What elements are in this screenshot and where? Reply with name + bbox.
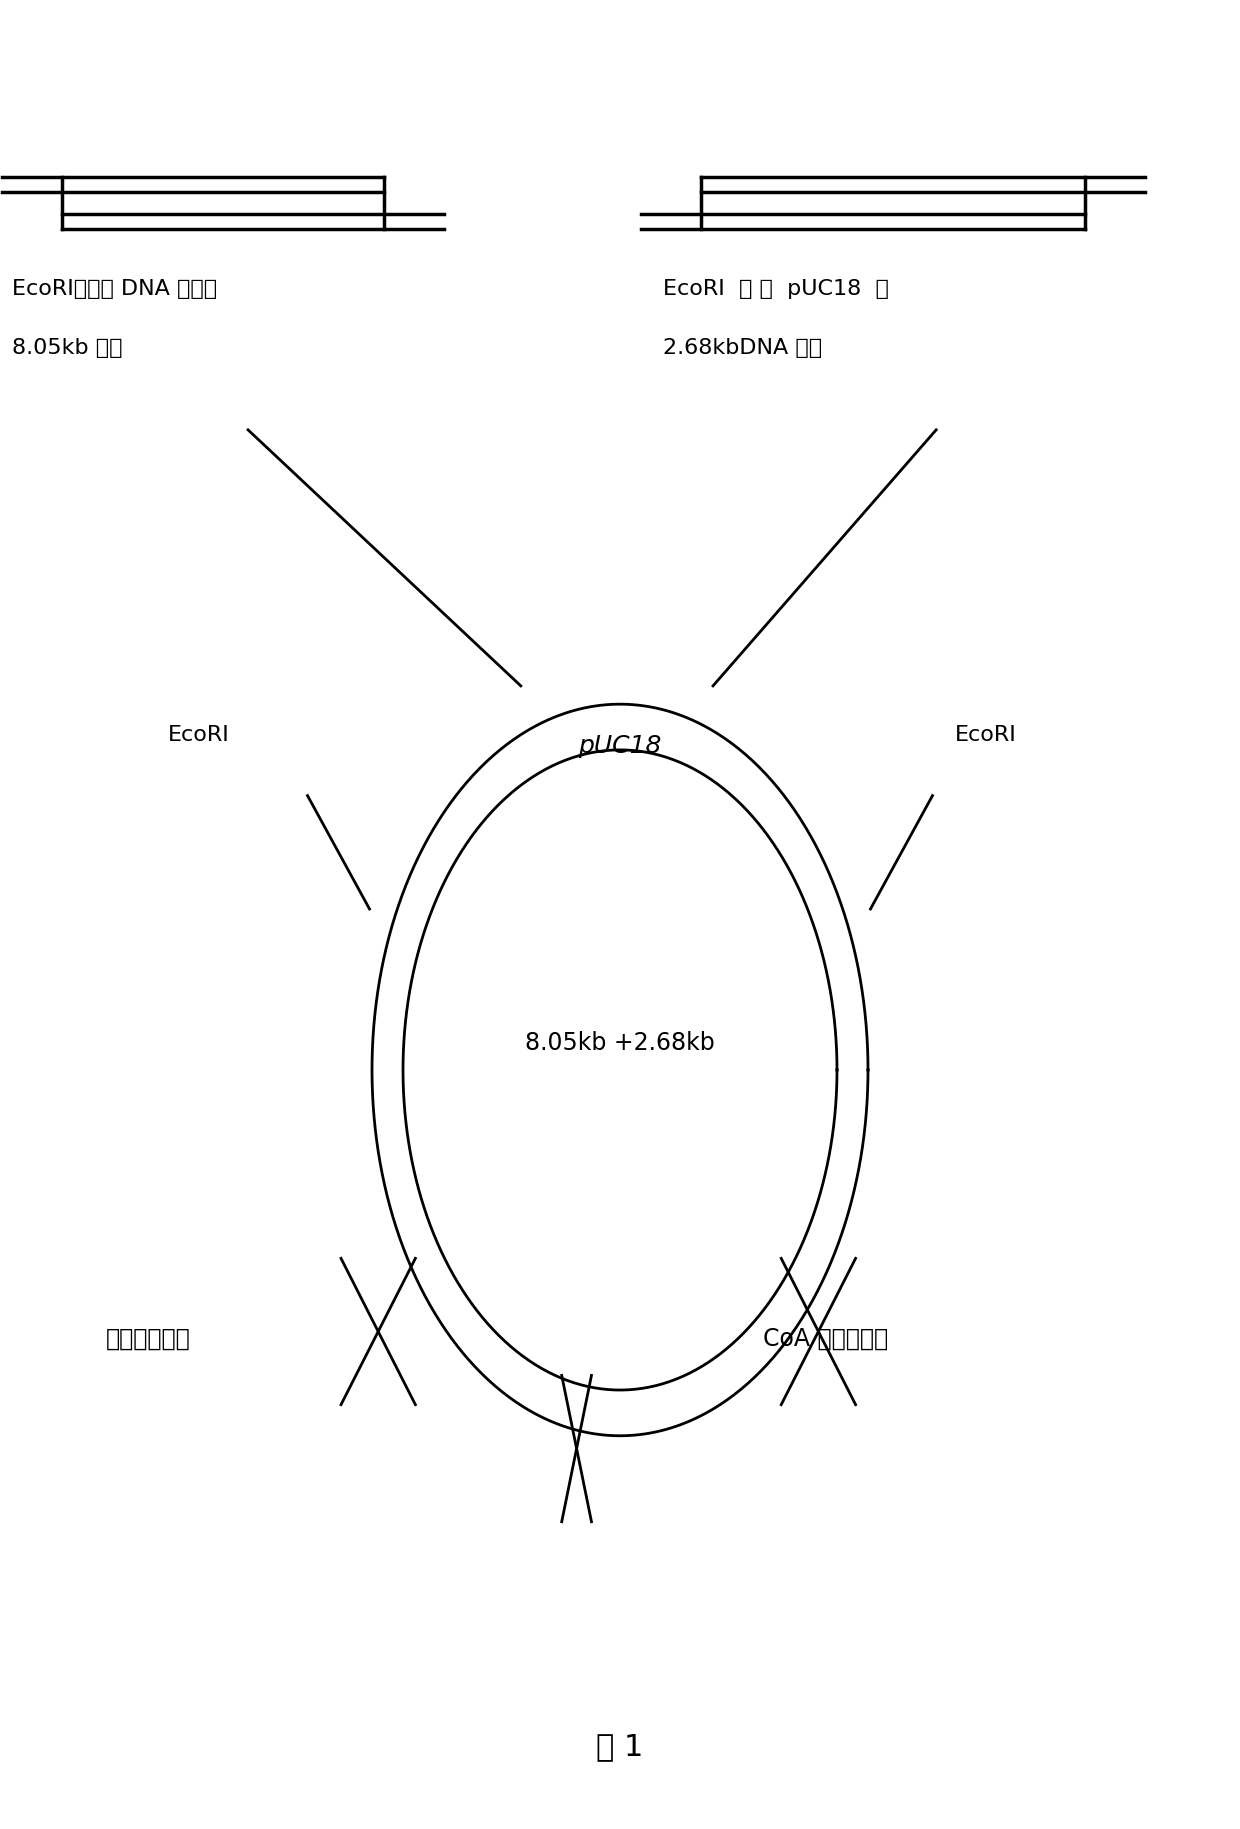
Text: EcoRI: EcoRI [167, 726, 229, 744]
Text: 图 1: 图 1 [596, 1732, 644, 1761]
Text: 8.05kb +2.68kb: 8.05kb +2.68kb [525, 1030, 715, 1055]
Text: EcoRI  酶 切  pUC18  的: EcoRI 酶 切 pUC18 的 [663, 280, 889, 298]
Text: EcoRI酶切总 DNA 获得的: EcoRI酶切总 DNA 获得的 [12, 280, 217, 298]
Text: CoA 连接酶基因: CoA 连接酶基因 [763, 1326, 888, 1352]
Text: 8.05kb 片段: 8.05kb 片段 [12, 338, 123, 357]
Text: EcoRI: EcoRI [955, 726, 1017, 744]
Text: 单加氧酶基因: 单加氧酶基因 [105, 1326, 190, 1352]
Text: pUC18: pUC18 [578, 733, 662, 759]
Text: 2.68kbDNA 片段: 2.68kbDNA 片段 [663, 338, 822, 357]
